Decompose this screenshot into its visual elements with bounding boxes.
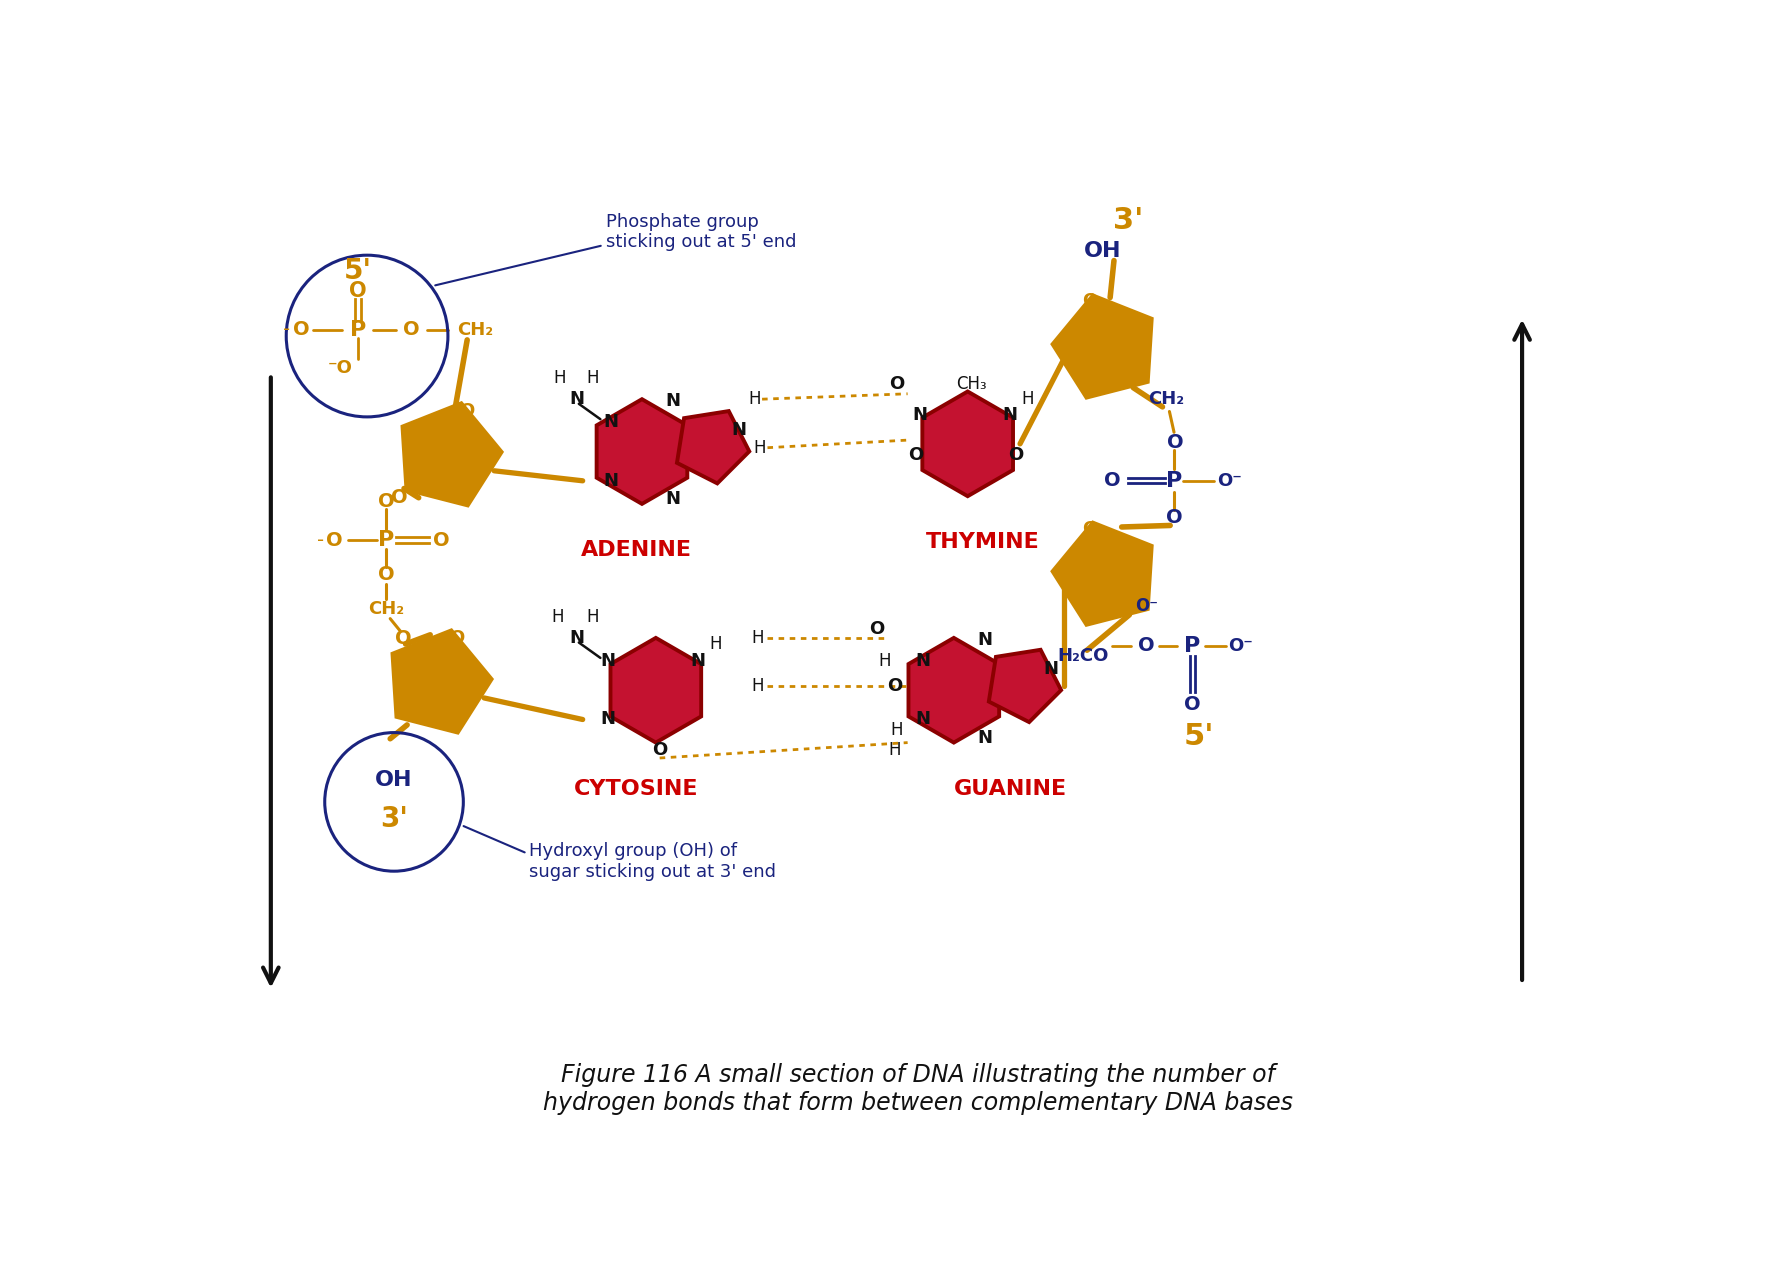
Text: O: O [349,282,367,301]
Text: H: H [550,608,563,626]
Text: N: N [916,652,930,670]
Text: H: H [747,390,760,408]
Text: H: H [891,721,903,739]
Polygon shape [677,412,749,484]
Text: H: H [753,439,765,457]
Text: O: O [909,446,923,464]
Text: N: N [977,729,993,747]
Text: N: N [570,390,584,408]
Text: P: P [1185,635,1201,656]
Text: O: O [889,374,905,392]
Text: -: - [283,320,290,340]
Text: O: O [459,401,475,419]
Text: O: O [403,320,419,340]
Text: O: O [326,531,342,549]
Text: H: H [554,369,566,387]
Polygon shape [1054,297,1150,396]
Text: P: P [1167,471,1183,491]
Text: H: H [878,652,891,670]
Text: P: P [349,320,366,340]
Text: 5': 5' [344,257,373,284]
Text: N: N [916,710,930,728]
Text: O: O [1167,508,1183,527]
Text: H: H [751,678,763,696]
Text: N: N [977,631,993,649]
Text: CH₂: CH₂ [369,601,405,619]
Text: 3': 3' [380,805,409,833]
Text: O: O [1082,292,1097,310]
Text: O: O [869,620,885,638]
Text: N: N [912,405,928,423]
Text: O⁻: O⁻ [1229,637,1253,655]
Text: H: H [710,635,722,653]
Text: O: O [378,566,394,584]
Text: O: O [434,531,450,549]
Text: H₂CO: H₂CO [1057,647,1109,665]
Text: H: H [751,629,763,647]
Text: 5': 5' [1183,721,1213,751]
Polygon shape [403,405,500,504]
Text: N: N [600,710,616,728]
Text: N: N [665,392,681,410]
Text: N: N [665,490,681,508]
Text: N: N [1002,405,1018,423]
Text: N: N [570,629,584,647]
Polygon shape [394,631,491,732]
Text: O: O [294,320,310,340]
Text: H: H [889,741,901,759]
Text: O: O [652,741,667,759]
Text: H: H [586,608,599,626]
Text: CH₂: CH₂ [1149,390,1185,408]
Text: H: H [1021,390,1034,408]
Text: N: N [690,652,706,670]
Polygon shape [923,391,1012,496]
Text: Hydroxyl group (OH) of
sugar sticking out at 3' end: Hydroxyl group (OH) of sugar sticking ou… [529,842,776,881]
Text: O: O [1007,446,1023,464]
Polygon shape [909,638,1000,742]
Text: N: N [604,472,618,490]
Text: O: O [1138,637,1154,655]
Text: THYMINE: THYMINE [926,532,1039,553]
Text: O: O [394,629,412,648]
Polygon shape [611,638,701,742]
Text: Figure 116 A small section of DNA illustrating the number of
hydrogen bonds that: Figure 116 A small section of DNA illust… [543,1064,1294,1115]
Text: 3': 3' [1113,206,1143,235]
Text: N: N [600,652,616,670]
Polygon shape [1054,523,1150,624]
Text: O: O [887,678,901,696]
Text: OH: OH [1084,242,1122,261]
Text: O: O [1167,433,1185,451]
Text: CYTOSINE: CYTOSINE [573,779,699,799]
Text: -: - [317,531,324,549]
Polygon shape [597,399,688,504]
Text: O⁻: O⁻ [1217,472,1242,490]
Text: N: N [1043,660,1059,678]
Text: P: P [378,530,394,550]
Text: O: O [1185,694,1201,714]
Text: O⁻: O⁻ [1134,597,1158,615]
Text: O: O [391,489,409,507]
Text: CH₃: CH₃ [957,374,987,392]
Text: OH: OH [375,770,412,791]
Text: O: O [378,493,394,511]
Text: GUANINE: GUANINE [953,779,1066,799]
Text: N: N [604,413,618,431]
Text: O: O [450,629,464,647]
Text: Phosphate group
sticking out at 5' end: Phosphate group sticking out at 5' end [606,212,796,252]
Text: N: N [731,421,747,439]
Text: O: O [1082,520,1097,538]
Text: ⁻O: ⁻O [328,359,353,377]
Text: ADENINE: ADENINE [581,540,692,561]
Text: H: H [586,369,599,387]
Text: O: O [1104,471,1120,490]
Polygon shape [989,649,1061,723]
Text: CH₂: CH₂ [457,322,493,340]
